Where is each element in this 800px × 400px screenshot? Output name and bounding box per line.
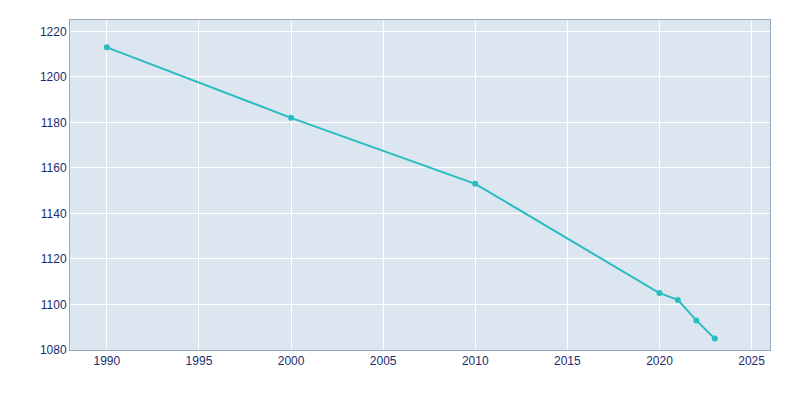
svg-text:1990: 1990 bbox=[93, 354, 120, 368]
svg-text:1080: 1080 bbox=[40, 343, 67, 357]
svg-text:2005: 2005 bbox=[370, 354, 397, 368]
svg-text:1180: 1180 bbox=[41, 116, 67, 130]
svg-text:1200: 1200 bbox=[40, 70, 67, 84]
svg-text:2010: 2010 bbox=[462, 354, 489, 368]
svg-text:1140: 1140 bbox=[41, 207, 67, 221]
svg-text:1220: 1220 bbox=[40, 25, 67, 39]
svg-text:2020: 2020 bbox=[646, 354, 673, 368]
svg-text:1100: 1100 bbox=[41, 298, 67, 312]
svg-text:2000: 2000 bbox=[278, 354, 305, 368]
svg-text:2025: 2025 bbox=[738, 354, 765, 368]
svg-text:1160: 1160 bbox=[41, 161, 67, 175]
svg-text:1120: 1120 bbox=[41, 252, 67, 266]
svg-text:1995: 1995 bbox=[186, 354, 213, 368]
svg-text:2015: 2015 bbox=[554, 354, 581, 368]
